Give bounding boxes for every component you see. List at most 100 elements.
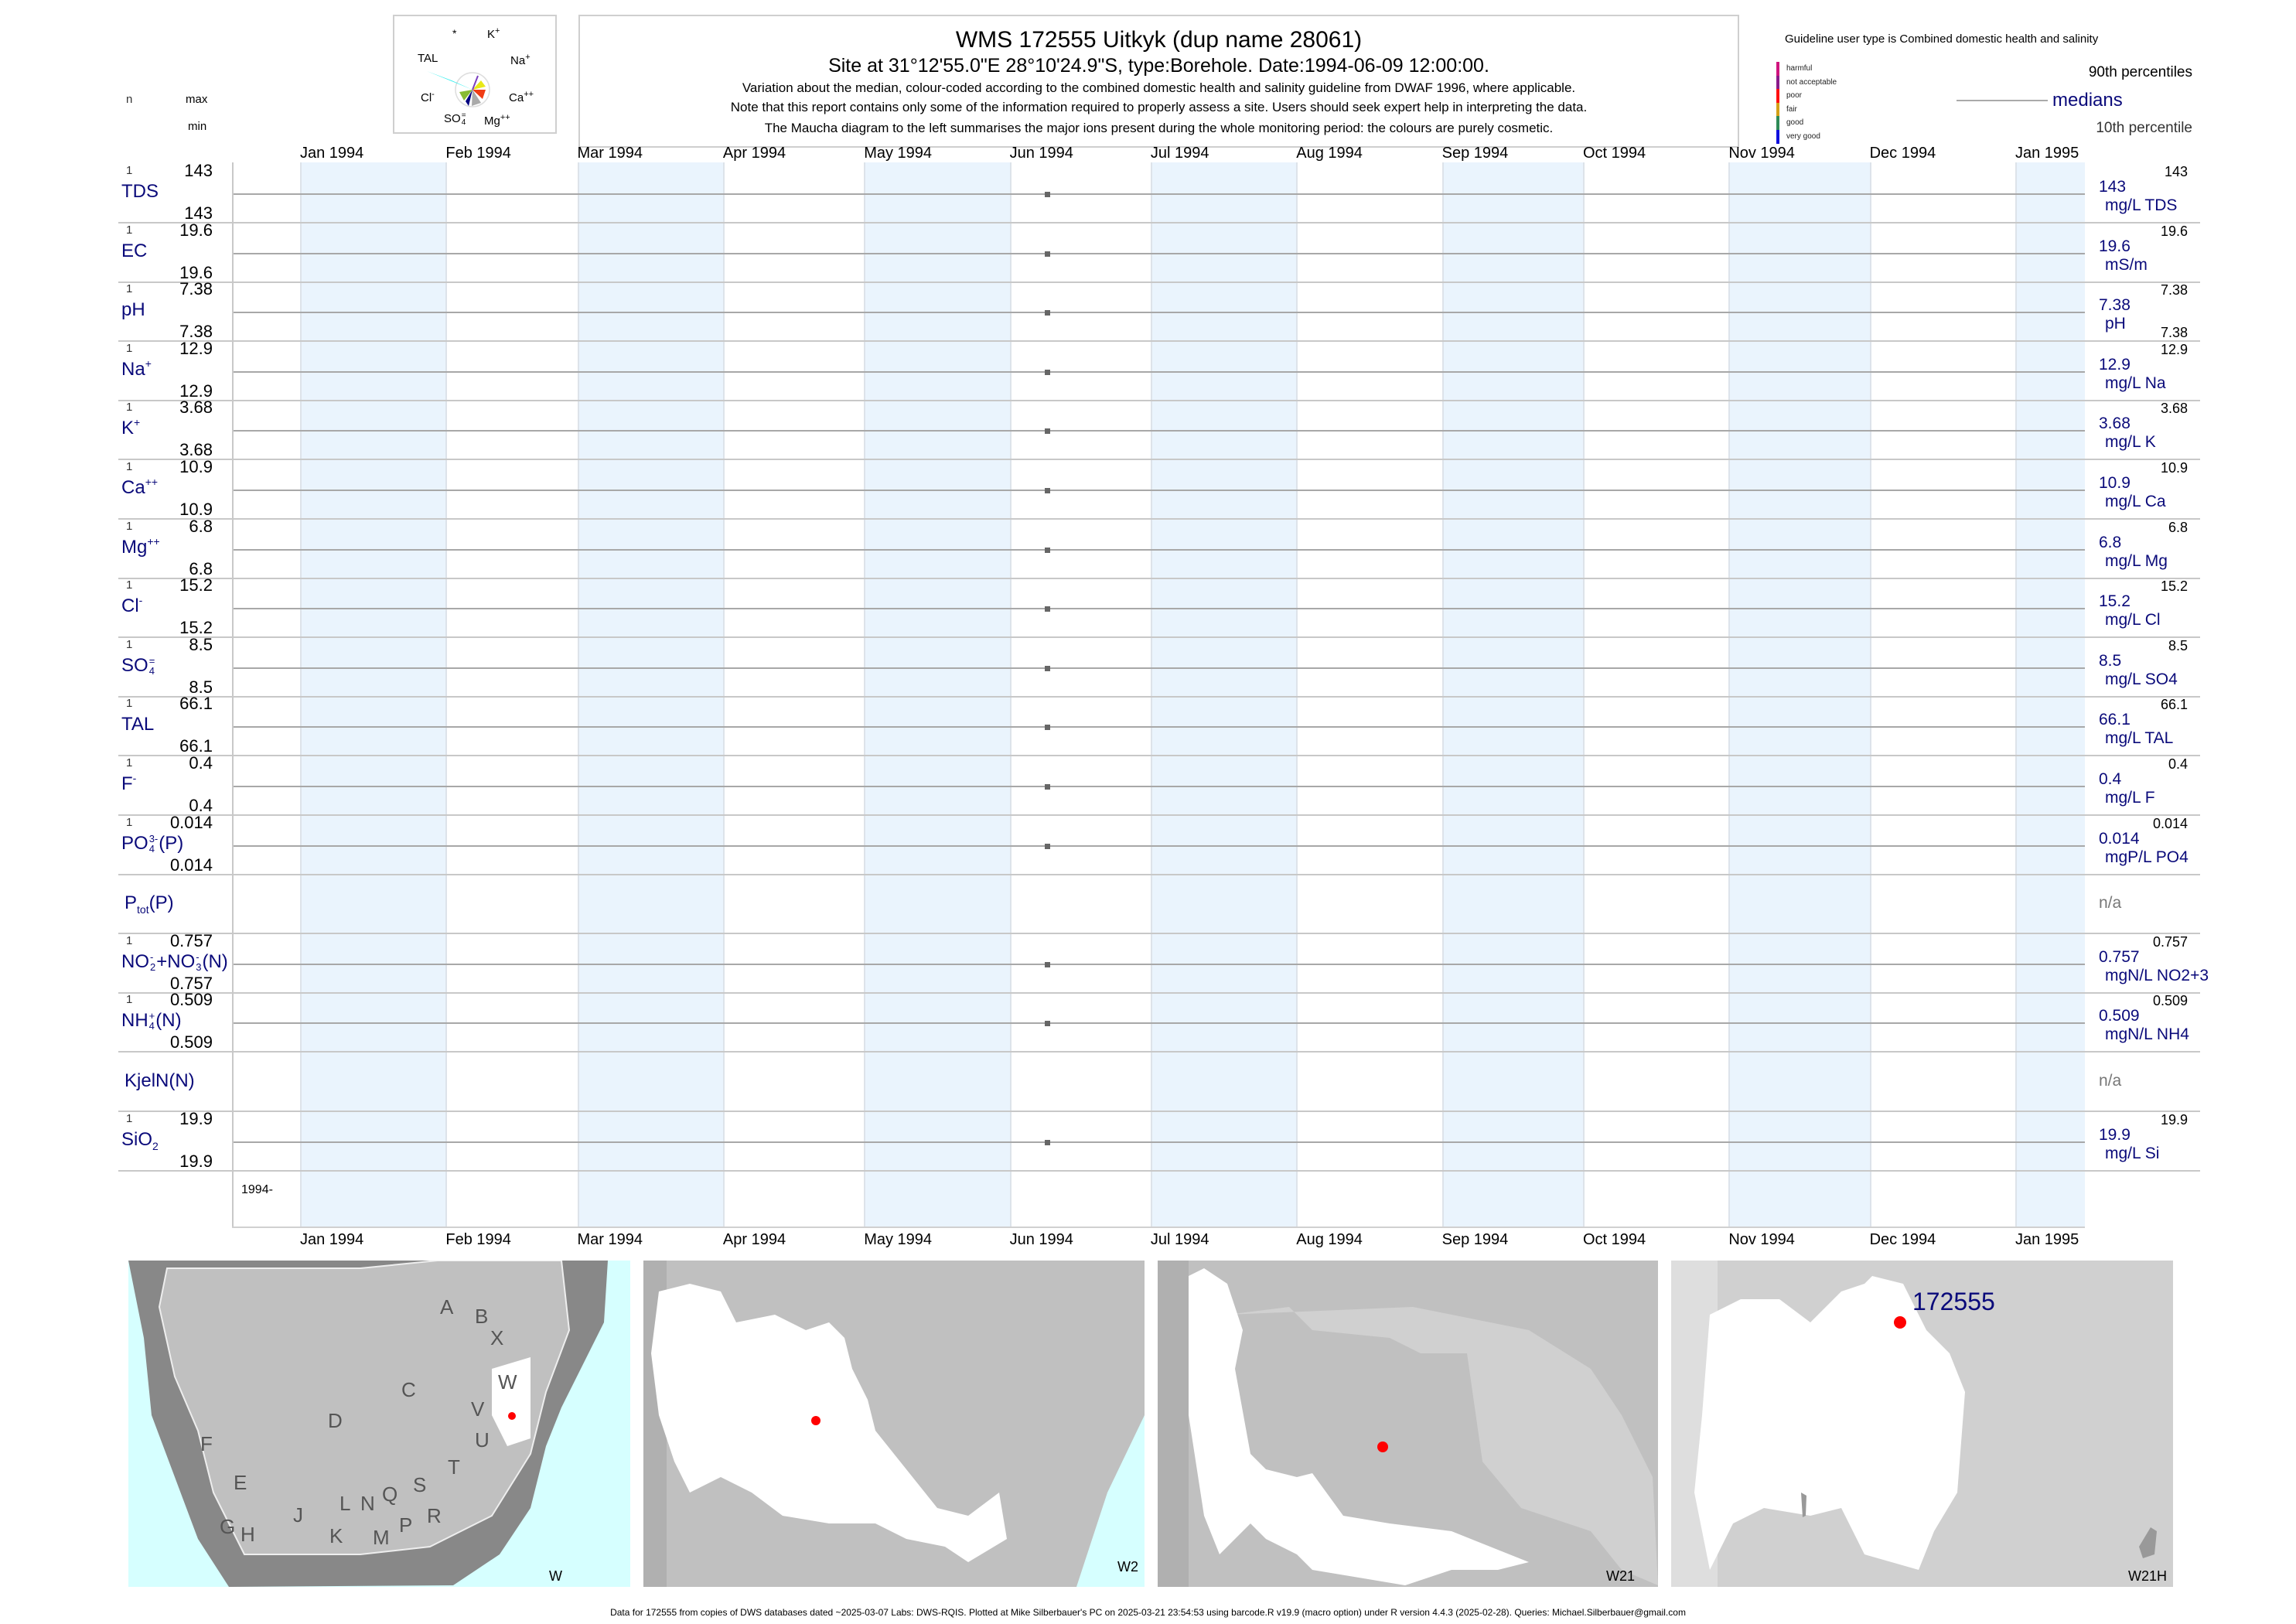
month-gridline xyxy=(864,162,866,1227)
month-label-top: Feb 1994 xyxy=(445,145,511,162)
min-value: 12.9 xyxy=(179,380,213,401)
site-marker xyxy=(1377,1441,1388,1452)
data-point[interactable] xyxy=(1045,784,1051,790)
legend-class-label: fair xyxy=(1786,104,1797,114)
map-w21: W21 xyxy=(1158,1261,1658,1587)
parameter-name: KjelN(N) xyxy=(125,1070,195,1091)
median-value: 0.757 xyxy=(2099,947,2140,966)
legend-p10: 10th percentile xyxy=(2096,120,2192,136)
max-value: 66.1 xyxy=(179,694,213,714)
min-value: 10.9 xyxy=(179,500,213,519)
legend-median-line xyxy=(1957,100,2048,101)
data-point[interactable] xyxy=(1045,725,1051,731)
maucha-label-star: * xyxy=(452,27,457,39)
month-gridline xyxy=(1728,162,1731,1227)
median-value: 12.9 xyxy=(2099,355,2131,374)
data-point[interactable] xyxy=(1045,665,1051,671)
data-point[interactable] xyxy=(1045,606,1051,612)
parameter-name: Cl - xyxy=(121,594,143,617)
month-label-bottom: Mar 1994 xyxy=(577,1231,643,1248)
maucha-label-mg: Mg++ xyxy=(484,113,510,128)
guideline-label: Guideline user type is Combined domestic… xyxy=(1785,32,2099,46)
p90-value: 10.9 xyxy=(2160,460,2188,476)
drainage-region-label: L xyxy=(339,1492,351,1515)
median-line xyxy=(232,726,2085,728)
parameter-row: TAL 1 66.1 66.1 66.1 mg/L TAL 66.1 xyxy=(118,694,2200,757)
max-value: 7.38 xyxy=(179,279,213,299)
map-w21-drawing xyxy=(1158,1261,1658,1587)
data-point[interactable] xyxy=(1045,310,1051,316)
parameter-row: SO = 4 1 8.5 8.5 8.5 mg/L SO4 8.5 xyxy=(118,636,2200,698)
median-line xyxy=(232,430,2085,432)
unit-label: mg/L Ca xyxy=(2105,493,2166,510)
max-value: 0.014 xyxy=(169,812,213,832)
median-line xyxy=(232,608,2085,610)
footer: Data for 172555 from copies of DWS datab… xyxy=(610,1607,1686,1618)
data-point[interactable] xyxy=(1045,192,1051,197)
data-point[interactable] xyxy=(1045,428,1051,435)
maucha-k-segment xyxy=(472,75,479,90)
sample-count: 1 xyxy=(126,1111,133,1125)
p90-value: 0.4 xyxy=(2168,756,2188,772)
median-value: 19.6 xyxy=(2099,237,2131,255)
median-line xyxy=(232,490,2085,491)
median-line xyxy=(232,1022,2085,1025)
month-label-bottom: May 1994 xyxy=(864,1231,933,1248)
data-point[interactable] xyxy=(1045,961,1051,967)
data-point[interactable] xyxy=(1045,488,1051,493)
legend-color-bar xyxy=(1776,102,1779,117)
p90-value: 0.014 xyxy=(2152,815,2188,831)
data-point[interactable] xyxy=(1045,1021,1051,1027)
year-label: 1994- xyxy=(241,1183,273,1196)
max-value: 0.757 xyxy=(169,930,213,950)
unit-label: mgN/L NO2+3 xyxy=(2105,966,2209,984)
data-point[interactable] xyxy=(1045,251,1051,257)
parameter-name: NH +4 (N) xyxy=(121,1010,182,1032)
parameter-name: TDS xyxy=(121,181,159,202)
data-point[interactable] xyxy=(1045,843,1051,849)
maucha-cl-segment xyxy=(459,90,473,101)
min-value: 7.38 xyxy=(179,322,213,342)
header-max: max xyxy=(186,93,208,106)
drainage-region-label: X xyxy=(490,1326,504,1349)
median-value: 6.8 xyxy=(2099,533,2122,551)
p90-value: 12.9 xyxy=(2160,341,2188,357)
median-line xyxy=(232,786,2085,787)
sample-count: 1 xyxy=(126,637,133,651)
maucha-label-ca: Ca++ xyxy=(509,90,534,104)
p90-value: 19.9 xyxy=(2160,1111,2188,1128)
max-value: 0.4 xyxy=(189,753,213,773)
min-value: 143 xyxy=(184,203,213,223)
median-value: 143 xyxy=(2099,178,2127,196)
parameter-name: SO = 4 xyxy=(121,654,155,677)
parameter-name: EC xyxy=(121,240,148,261)
median-value: 0.014 xyxy=(2099,829,2140,848)
drainage-region-label: V xyxy=(471,1397,485,1421)
month-gridline xyxy=(1869,162,1871,1227)
month-band xyxy=(300,162,446,1227)
note-variation: Variation about the median, colour-coded… xyxy=(742,80,1576,95)
drainage-region-label: B xyxy=(475,1305,489,1328)
legend-color-bar xyxy=(1776,89,1779,103)
data-point[interactable] xyxy=(1045,547,1051,553)
not-available-label: n/a xyxy=(2099,894,2122,913)
sample-count: 1 xyxy=(126,282,133,296)
month-label-bottom: Aug 1994 xyxy=(1296,1231,1363,1248)
month-label-bottom: Nov 1994 xyxy=(1728,1231,1795,1248)
legend-color-bar xyxy=(1776,75,1779,90)
plot-left-axis xyxy=(232,162,234,1227)
drainage-region-label: K xyxy=(329,1524,343,1547)
min-value: 0.509 xyxy=(169,1032,213,1053)
site-subtitle: Site at 31°12'55.0"E 28°10'24.9"S, type:… xyxy=(828,55,1489,77)
sample-count: 1 xyxy=(126,993,133,1007)
unit-label: mgN/L NH4 xyxy=(2105,1025,2189,1044)
data-point[interactable] xyxy=(1045,369,1051,375)
month-band xyxy=(1150,162,1297,1227)
min-value: 6.8 xyxy=(189,558,213,578)
sample-count: 1 xyxy=(126,519,133,533)
parameter-row: K +1 3.68 3.68 3.68 mg/L K 3.68 xyxy=(118,399,2200,461)
month-gridline xyxy=(1009,162,1012,1227)
month-band xyxy=(2015,162,2085,1227)
data-point[interactable] xyxy=(1045,1139,1051,1145)
